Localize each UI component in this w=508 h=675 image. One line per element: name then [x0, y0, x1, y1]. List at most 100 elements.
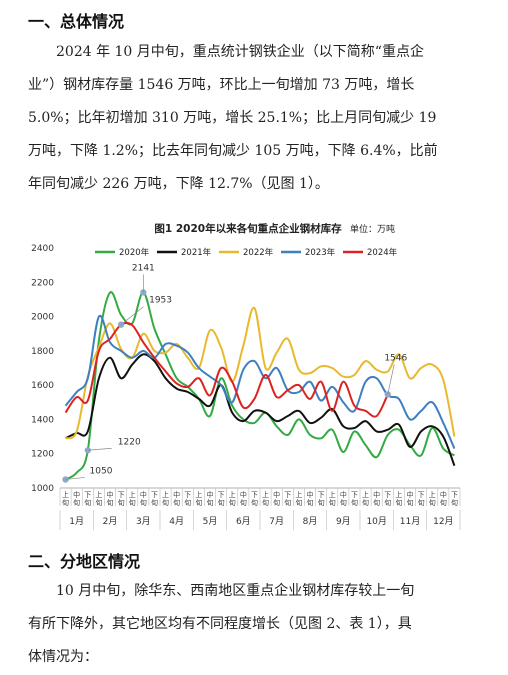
- x-month-label: 1月: [69, 516, 84, 527]
- svg-text:中: 中: [173, 490, 180, 499]
- x-month-label: 4月: [169, 516, 184, 527]
- svg-text:旬: 旬: [107, 498, 114, 507]
- x-period-tick: 上旬: [326, 488, 336, 507]
- x-period-tick: 中旬: [304, 488, 314, 507]
- svg-text:2024年: 2024年: [367, 247, 398, 258]
- x-period-tick: 下旬: [215, 488, 225, 507]
- svg-text:下: 下: [351, 491, 358, 499]
- svg-text:旬: 旬: [407, 498, 414, 507]
- paragraph-line: 5.0%；比年初增加 310 万吨，增长 25.1%；比上月同旬减少 19: [28, 110, 437, 126]
- x-period-tick: 中旬: [370, 488, 380, 507]
- data-label: 1546: [384, 353, 408, 398]
- x-period-tick: 中旬: [70, 488, 80, 507]
- svg-text:中: 中: [207, 490, 214, 499]
- chart-legend: 2020年 2021年 2022年 2023年 2024年: [95, 247, 398, 258]
- series-line-2021年: [65, 353, 456, 467]
- svg-text:旬: 旬: [451, 498, 458, 507]
- svg-text:旬: 旬: [162, 498, 169, 507]
- svg-text:旬: 旬: [218, 498, 225, 507]
- svg-text:上: 上: [362, 490, 369, 499]
- svg-text:1220: 1220: [118, 437, 141, 447]
- x-period-tick: 下旬: [381, 488, 391, 507]
- x-period-tick: 下旬: [148, 488, 158, 507]
- svg-text:上: 上: [429, 490, 436, 499]
- svg-text:旬: 旬: [62, 498, 69, 507]
- x-period-tick: 中旬: [404, 488, 414, 507]
- svg-text:旬: 旬: [129, 498, 136, 507]
- x-period-tick: 下旬: [115, 488, 125, 507]
- x-month-label: 2月: [103, 516, 118, 527]
- y-tick-label: 1200: [31, 450, 54, 460]
- svg-text:上: 上: [95, 490, 102, 499]
- svg-text:旬: 旬: [284, 498, 291, 507]
- svg-text:旬: 旬: [307, 498, 314, 507]
- data-label: 1220: [84, 437, 141, 454]
- svg-text:旬: 旬: [340, 498, 347, 507]
- svg-text:旬: 旬: [384, 498, 391, 507]
- svg-text:下: 下: [251, 491, 258, 499]
- svg-text:1546: 1546: [384, 353, 407, 363]
- x-period-tick: 下旬: [248, 488, 258, 507]
- svg-text:中: 中: [107, 490, 114, 499]
- x-period-tick: 上旬: [426, 488, 436, 507]
- x-period-tick: 下旬: [348, 488, 358, 507]
- svg-text:旬: 旬: [318, 498, 325, 507]
- x-period-tick: 中旬: [137, 488, 147, 507]
- x-period-tick: 上旬: [393, 488, 402, 507]
- svg-text:上: 上: [129, 490, 136, 499]
- svg-text:下: 下: [84, 491, 91, 499]
- svg-text:旬: 旬: [240, 498, 247, 507]
- x-period-tick: 上旬: [126, 488, 136, 507]
- svg-text:1953: 1953: [149, 296, 172, 306]
- paragraph-line: 年同旬减少 226 万吨，下降 12.7%（见图 1）。: [28, 176, 329, 192]
- inventory-line-chart: 图1 2020年以来各旬重点企业钢材库存 单位：万吨 2020年 2021年 202…: [0, 218, 508, 536]
- svg-text:下: 下: [118, 491, 125, 499]
- x-period-tick: 中旬: [104, 488, 114, 507]
- section-heading-regional: 二、分地区情况: [28, 552, 141, 571]
- svg-text:上: 上: [262, 490, 269, 499]
- svg-text:下: 下: [151, 491, 158, 499]
- svg-text:旬: 旬: [229, 498, 236, 507]
- x-month-label: 11月: [400, 516, 420, 527]
- x-period-tick: 上旬: [359, 488, 369, 507]
- svg-text:中: 中: [373, 490, 380, 499]
- x-period-tick: 下旬: [281, 488, 291, 507]
- y-tick-label: 2400: [31, 244, 54, 254]
- svg-text:旬: 旬: [195, 498, 202, 507]
- y-tick-label: 2000: [31, 313, 54, 323]
- regional-paragraph: 10 月中旬，除华东、西南地区重点企业钢材库存较上一旬 有所下降外，其它地区均有…: [28, 575, 484, 674]
- svg-text:下: 下: [384, 491, 391, 499]
- chart-annotations: 1050 1220 2141 1953 1546: [62, 263, 408, 483]
- svg-text:中: 中: [73, 490, 80, 499]
- overall-paragraph: 2024 年 10 月中旬，重点统计钢铁企业（以下简称“重点企 业”）钢材库存量…: [28, 36, 484, 201]
- svg-text:旬: 旬: [273, 498, 280, 507]
- x-period-tick: 上旬: [293, 488, 302, 507]
- svg-text:下: 下: [184, 491, 191, 499]
- chart-axes: 10001200140016001800200022002400上旬中旬下旬上旬…: [31, 244, 461, 530]
- x-period-tick: 上旬: [59, 488, 69, 507]
- svg-text:下: 下: [318, 491, 325, 499]
- x-period-tick: 上旬: [226, 488, 236, 507]
- x-month-label: 7月: [269, 516, 284, 527]
- svg-text:2023年: 2023年: [305, 247, 336, 258]
- svg-text:中: 中: [340, 490, 347, 499]
- x-month-label: 3月: [136, 516, 151, 527]
- x-month-label: 10月: [366, 516, 386, 527]
- svg-text:旬: 旬: [173, 498, 180, 507]
- svg-text:旬: 旬: [295, 498, 302, 507]
- paragraph-line: 有所下降外，其它地区均有不同程度增长（见图 2、表 1），具: [28, 616, 412, 632]
- svg-text:上: 上: [62, 490, 69, 499]
- svg-text:旬: 旬: [440, 498, 447, 507]
- legend-item: 2021年: [157, 247, 212, 258]
- x-month-label: 12月: [433, 516, 453, 527]
- svg-text:上: 上: [162, 490, 169, 499]
- x-period-tick: 下旬: [181, 488, 191, 507]
- svg-text:旬: 旬: [118, 498, 125, 507]
- y-tick-label: 2200: [31, 278, 54, 288]
- chart-title: 图1 2020年以来各旬重点企业钢材库存: [154, 222, 342, 235]
- paragraph-line: 体情况为：: [28, 649, 98, 665]
- chart-unit-label: 单位：万吨: [350, 223, 395, 235]
- svg-text:旬: 旬: [84, 498, 91, 507]
- svg-text:1050: 1050: [90, 466, 113, 476]
- legend-item: 2023年: [281, 247, 336, 258]
